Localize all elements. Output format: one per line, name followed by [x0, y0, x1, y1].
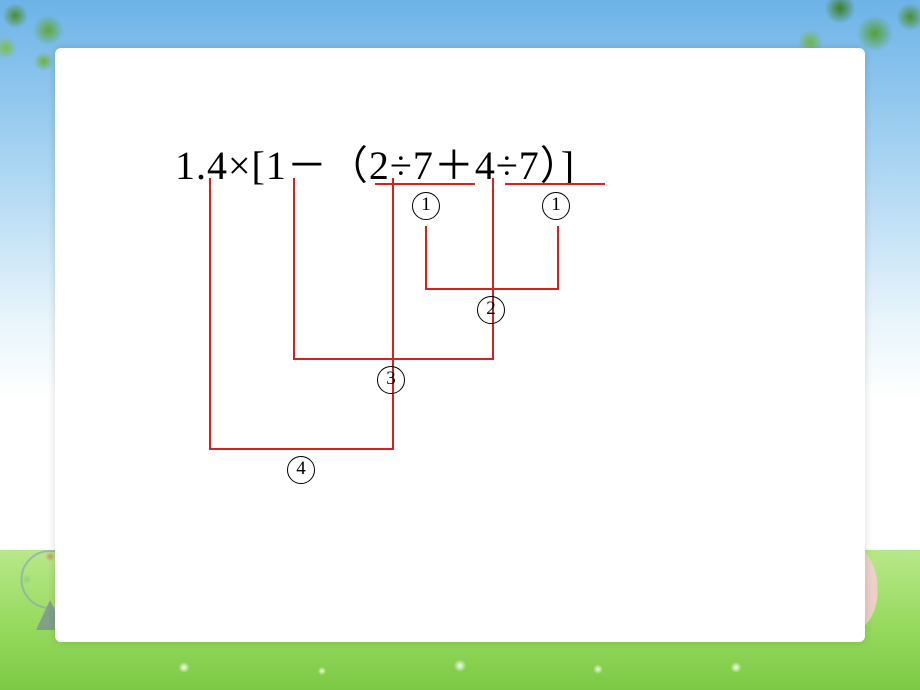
- step4-bracket: [209, 178, 394, 450]
- slide-frame: 1.4×[1－（2÷7＋4÷7）] 1 1 2 3 4: [55, 48, 865, 642]
- step1-underline-b: [505, 183, 605, 185]
- step-label-4: 4: [287, 456, 315, 484]
- flowers-decoration: [0, 650, 920, 685]
- step-label-3: 3: [377, 366, 405, 394]
- step-label-1b: 1: [542, 192, 570, 220]
- step-label-1a: 1: [412, 192, 440, 220]
- step-label-2: 2: [477, 296, 505, 324]
